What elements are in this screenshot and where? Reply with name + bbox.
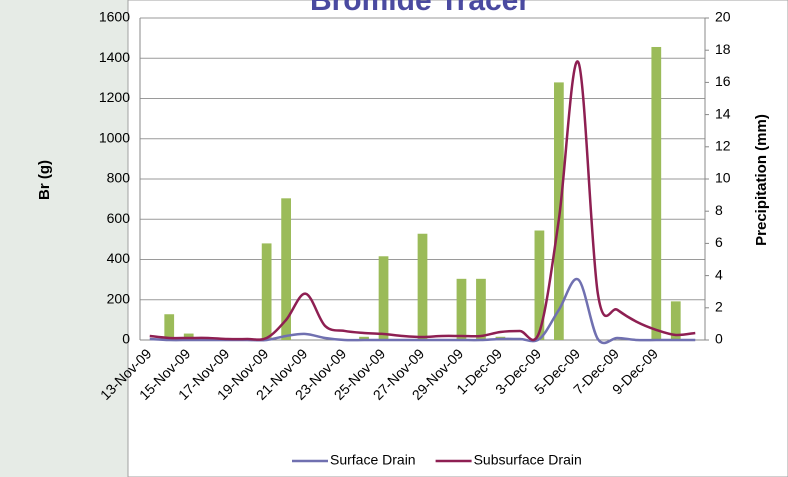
bar [670,301,681,340]
y-tick-label: 1400 [99,49,130,65]
y-tick-label: 800 [107,170,131,186]
bar [378,256,389,340]
bar [261,243,272,340]
y2-tick-label: 4 [715,266,723,282]
y-tick-label: 200 [107,290,131,306]
line [149,60,696,342]
chart-area [127,0,788,477]
legend-label: Surface Drain [330,452,416,468]
y-tick-label: 600 [107,210,131,226]
y-tick-label: 1200 [99,89,130,105]
y-tick-label: 400 [107,250,131,266]
bar [534,230,545,340]
y-tick-label: 1000 [99,129,130,145]
y-tick-label: 1600 [99,9,130,25]
y2-tick-label: 16 [715,73,731,89]
y2-tick-label: 2 [715,299,723,315]
bar [164,314,175,340]
bar [651,46,662,340]
y2-tick-label: 12 [715,138,731,154]
bar [476,278,486,340]
y2-tick-label: 8 [715,202,723,218]
y2-axis-title: Precipitation (mm) [753,114,770,246]
y2-tick-label: 14 [715,105,731,121]
y2-tick-label: 20 [715,9,731,25]
legend-label: Subsurface Drain [474,452,582,468]
y-tick-label: 0 [122,331,130,347]
bar [456,278,467,340]
y2-tick-label: 6 [715,234,723,250]
bar [417,233,428,340]
bar [359,336,369,340]
y2-tick-label: 10 [715,170,731,186]
chart-title: Bromide Tracer [310,0,530,17]
y2-tick-label: 0 [715,331,723,347]
bar [281,198,291,340]
y2-tick-label: 18 [715,41,731,57]
y-axis-title: Br (g) [36,160,53,200]
